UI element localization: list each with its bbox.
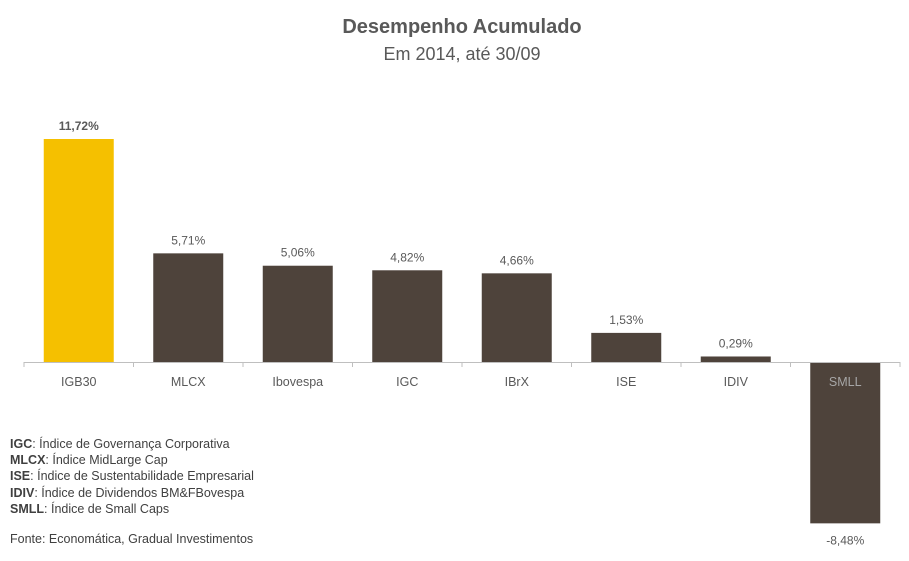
tick-label-smll: SMLL: [829, 375, 862, 389]
data-label-ibovespa: 5,06%: [281, 246, 315, 260]
tick-label-idiv: IDIV: [724, 375, 749, 389]
bar-mlcx: [153, 253, 224, 362]
data-label-idiv: 0,29%: [719, 336, 753, 350]
x-axis-ticks: [23, 362, 901, 367]
note-abbr: SMLL: [10, 501, 45, 516]
data-label-ibrx: 4,66%: [500, 253, 534, 267]
data-label-ise: 1,53%: [609, 313, 643, 327]
bar-ibovespa: [262, 265, 333, 362]
note-abbr: ISE: [10, 469, 31, 484]
note-abbr: MLCX: [10, 453, 46, 468]
data-label-smll: -8,48%: [826, 533, 864, 547]
note-text: : Índice de Governança Corporativa: [32, 437, 230, 451]
note-abbr: IGC: [10, 437, 33, 451]
tick-label-ise: ISE: [616, 375, 636, 389]
note-line: ISE: Índice de Sustentabilidade Empresar…: [10, 468, 330, 484]
bars-group: [43, 139, 881, 524]
note-line: IGC: Índice de Governança Corporativa: [10, 436, 330, 452]
tick-label-ibrx: IBrX: [505, 375, 530, 389]
note-text: : Índice de Sustentabilidade Empresarial: [30, 469, 254, 484]
note-text: : Índice MidLarge Cap: [45, 453, 168, 468]
bar-idiv: [700, 356, 771, 362]
abbreviation-notes: IGC: Índice de Governança Corporativa ML…: [10, 436, 330, 517]
source-note: Fonte: Economática, Gradual Investimento…: [10, 532, 254, 546]
tick-label-igb30: IGB30: [61, 375, 96, 389]
chart-subtitle: Em 2014, até 30/09: [383, 44, 540, 64]
bar-ibrx: [481, 273, 552, 362]
data-labels-group: 11,72% 5,71% 5,06% 4,82% 4,66% 1,53% 0,29% -8,4…: [59, 119, 865, 547]
tick-label-igc: IGC: [396, 375, 418, 389]
note-abbr: IDIV: [10, 485, 35, 500]
bar-ise: [591, 332, 662, 362]
note-line: MLCX: Índice MidLarge Cap: [10, 452, 330, 468]
bar-igb30: [43, 139, 114, 362]
note-text: : Índice de Dividendos BM&FBovespa: [34, 485, 245, 500]
tick-label-mlcx: MLCX: [171, 375, 206, 389]
tick-label-ibovespa: Ibovespa: [272, 375, 323, 389]
note-line: IDIV: Índice de Dividendos BM&FBovespa: [10, 485, 330, 501]
x-axis-tick-labels: IGB30 MLCX Ibovespa IGC IBrX ISE IDIV SMLL: [61, 375, 862, 389]
data-label-igb30: 11,72%: [59, 119, 99, 133]
chart-title: Desempenho Acumulado: [342, 16, 581, 38]
data-label-igc: 4,82%: [390, 250, 424, 264]
bar-smll: [810, 362, 881, 524]
data-label-mlcx: 5,71%: [171, 233, 205, 247]
bar-igc: [372, 270, 443, 362]
note-text: : Índice de Small Caps: [44, 501, 170, 516]
note-line: SMLL: Índice de Small Caps: [10, 501, 330, 517]
